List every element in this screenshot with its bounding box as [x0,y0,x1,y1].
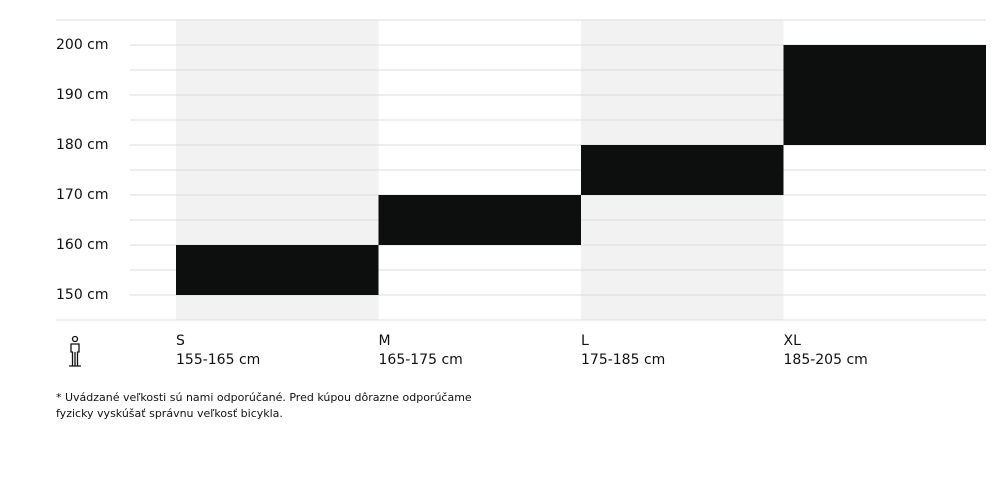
size-label: XL [784,333,802,349]
size-range-label: 165-175 cm [379,352,463,368]
bar [176,245,379,295]
y-tick-label: 190 cm [56,87,109,103]
chart: 150 cm 160 cm 170 cm 180 cm 190 cm 200 cm S 155… [56,19,986,368]
y-tick-label: 150 cm [56,287,109,303]
person-icon [69,335,81,367]
size-range-label: 175-185 cm [581,352,665,368]
footnote: * Uvádzané veľkosti sú nami odporúčané. … [56,391,472,420]
bar [581,145,784,195]
size-range-label: 185-205 cm [784,352,868,368]
y-tick-label: 180 cm [56,137,109,153]
size-range-label: 155-165 cm [176,352,260,368]
size-label: L [581,333,589,349]
size-label: M [379,333,391,349]
bar [783,45,986,145]
y-tick-label: 160 cm [56,237,109,253]
y-tick-label: 170 cm [56,187,109,203]
size-label: S [176,333,185,349]
y-tick-label: 200 cm [56,37,109,53]
bar [378,195,581,245]
